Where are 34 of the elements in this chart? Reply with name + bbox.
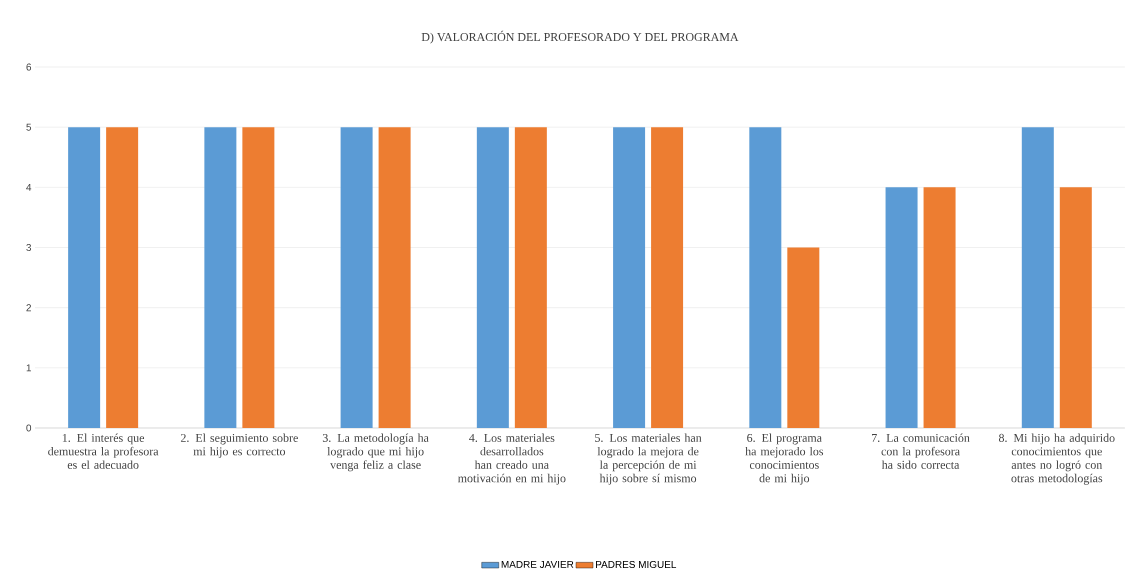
bar [1021, 127, 1054, 428]
y-tick-label: 6 [26, 63, 32, 71]
x-tick-label: 4. Los materiales desarrollados han creado una motivación en mi hijo [457, 433, 566, 485]
y-tick-label: 2 [26, 304, 31, 312]
y-tick-label: 5 [26, 123, 32, 131]
bar [378, 127, 411, 428]
legend-label: PADRES MIGUEL [596, 560, 677, 568]
y-tick-label: 3 [26, 243, 32, 252]
bar [106, 127, 139, 428]
y-tick-label: 1 [26, 364, 32, 372]
x-tick-label: 7. La comunicación con la profesora ha sido correcta [872, 433, 970, 469]
bar [885, 187, 918, 428]
bar [476, 127, 509, 428]
x-tick-label: 8. Mi hijo ha adquirido conocimientos que antes no logró con otras metodologías [998, 433, 1115, 485]
bar [787, 247, 820, 428]
bar [68, 127, 101, 428]
bar [340, 127, 373, 428]
x-tick-label: 5. Los materiales han logrado la mejora de la percepción de mi hijo sobre sí mismo [595, 433, 702, 485]
bar [923, 187, 956, 428]
bar [242, 127, 275, 428]
x-tick-label: 2. El seguimiento sobre mi hijo es correcto [180, 433, 298, 458]
y-tick-label: 0 [26, 424, 32, 432]
chart-title: D) VALORACIÓN DEL PROFESORADO Y DEL PROGRAMA [421, 30, 739, 44]
bar [651, 127, 684, 428]
x-tick-label: 1. El interés que demuestra la profesora es el adecuado [48, 433, 159, 469]
x-tick-label: 3. La metodología ha logrado que mi hijo venga feliz a clase [322, 433, 429, 472]
bar [749, 127, 782, 428]
bar [1059, 187, 1092, 428]
bar [204, 127, 237, 428]
bar [613, 127, 646, 428]
bar [514, 127, 547, 428]
y-tick-label: 4 [26, 183, 32, 191]
legend-label: MADRE JAVIER [501, 560, 574, 568]
x-tick-label: 6. El programa ha mejorado los conocimientos de mi hijo [745, 433, 824, 485]
